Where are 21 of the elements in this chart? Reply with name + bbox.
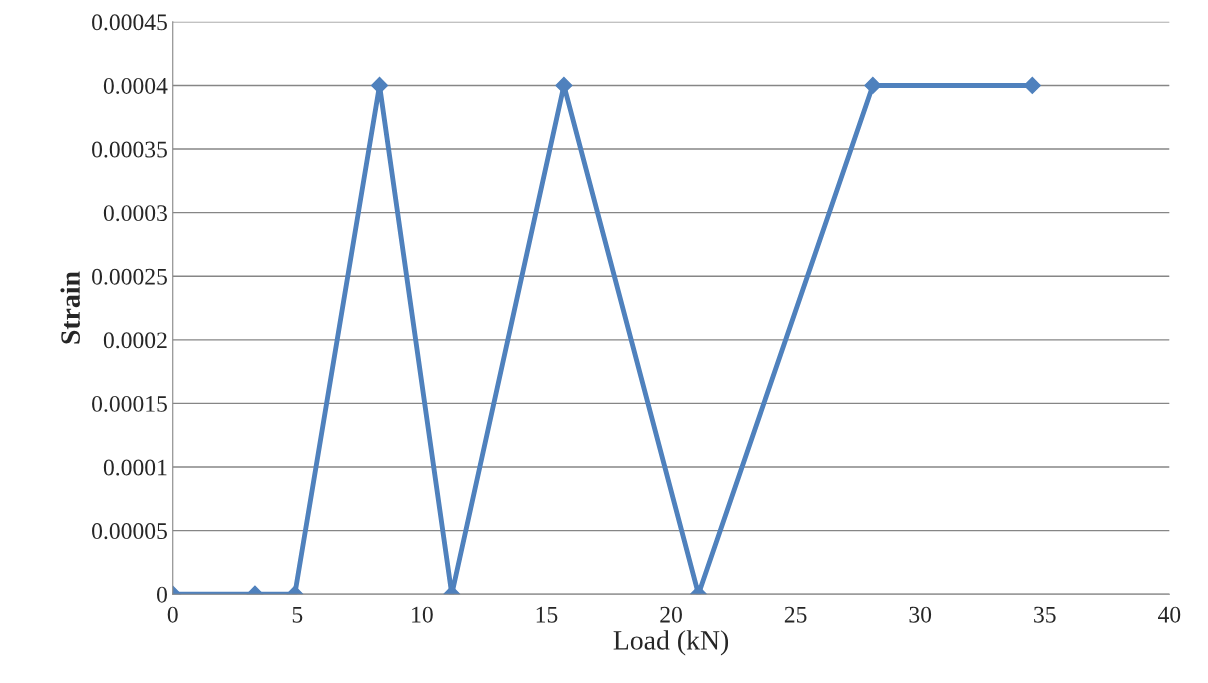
x-tick-label: 30 xyxy=(909,606,932,623)
x-tick-label: 15 xyxy=(536,606,558,623)
y-tick-label: 0.00045 xyxy=(92,14,167,31)
y-tick-label: 0 xyxy=(156,586,167,603)
x-tick-label: 5 xyxy=(292,606,303,623)
y-tick-label: 0.00015 xyxy=(92,395,167,412)
y-tick-label: 0.0001 xyxy=(103,459,167,476)
x-tick-label: 35 xyxy=(1034,606,1056,623)
y-tick-label: 0.00005 xyxy=(92,523,167,540)
x-tick-label: 10 xyxy=(412,606,433,623)
y-tick-label: 0.0002 xyxy=(103,332,167,349)
x-axis-title: Load (kN) xyxy=(613,630,729,656)
x-tick-label: 0 xyxy=(167,606,178,623)
y-tick-label: 0.0003 xyxy=(103,205,167,222)
y-axis-title: Strain xyxy=(60,271,80,344)
x-tick-label: 25 xyxy=(784,606,807,623)
y-tick-label: 0.0004 xyxy=(103,77,168,94)
y-tick-label: 0.00035 xyxy=(92,141,167,158)
y-tick-label: 0.00025 xyxy=(92,268,167,285)
x-tick-label: 20 xyxy=(660,606,682,623)
x-tick-label: 40 xyxy=(1158,606,1181,623)
